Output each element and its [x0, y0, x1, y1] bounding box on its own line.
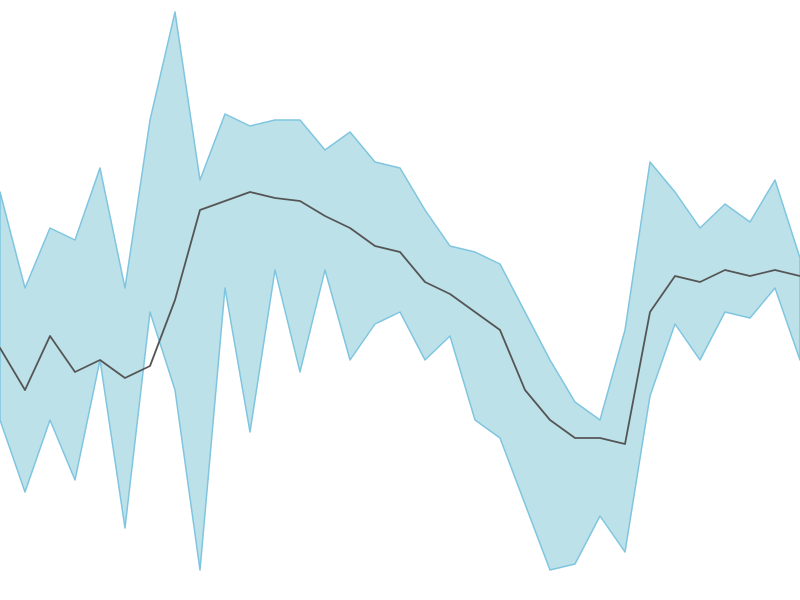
- confidence-band-chart: [0, 0, 800, 600]
- confidence-band: [0, 12, 800, 570]
